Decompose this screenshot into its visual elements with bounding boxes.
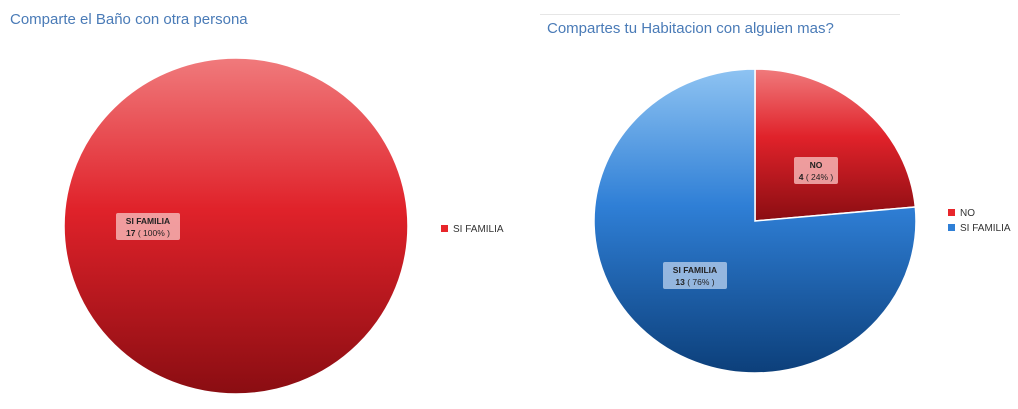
data-label-name: NO [810, 160, 823, 170]
legend-swatch [948, 209, 955, 216]
chart-title-habitacion: Compartes tu Habitacion con alguien mas? [547, 20, 834, 37]
data-label-name: SI FAMILIA [673, 265, 717, 275]
legend-swatch [948, 224, 955, 231]
data-label-name: SI FAMILIA [126, 216, 170, 226]
title-divider [540, 14, 900, 15]
chart-title-bano: Comparte el Baño con otra persona [10, 11, 248, 28]
data-label-1-0: NO 4 ( 24% ) [794, 157, 838, 184]
pie-slice-1-no [754, 68, 917, 222]
legend-swatch [441, 225, 448, 232]
legend-item-1-0: NO [948, 208, 975, 219]
pie-slice-1-si-familia [593, 68, 917, 374]
legend-label: SI FAMILIA [960, 223, 1011, 234]
data-label-value: 13 ( 76% ) [675, 277, 714, 287]
legend-label: SI FAMILIA [453, 224, 504, 235]
legend-item-0-0: SI FAMILIA [441, 224, 504, 235]
data-label-value: 17 ( 100% ) [126, 228, 170, 238]
data-label-value: 4 ( 24% ) [799, 172, 834, 182]
legend-item-1-1: SI FAMILIA [948, 223, 1011, 234]
data-label-0-0: SI FAMILIA 17 ( 100% ) [116, 213, 180, 240]
data-label-1-1: SI FAMILIA 13 ( 76% ) [663, 262, 727, 289]
legend-label: NO [960, 208, 975, 219]
pie-slice-0-si-familia [63, 57, 409, 395]
